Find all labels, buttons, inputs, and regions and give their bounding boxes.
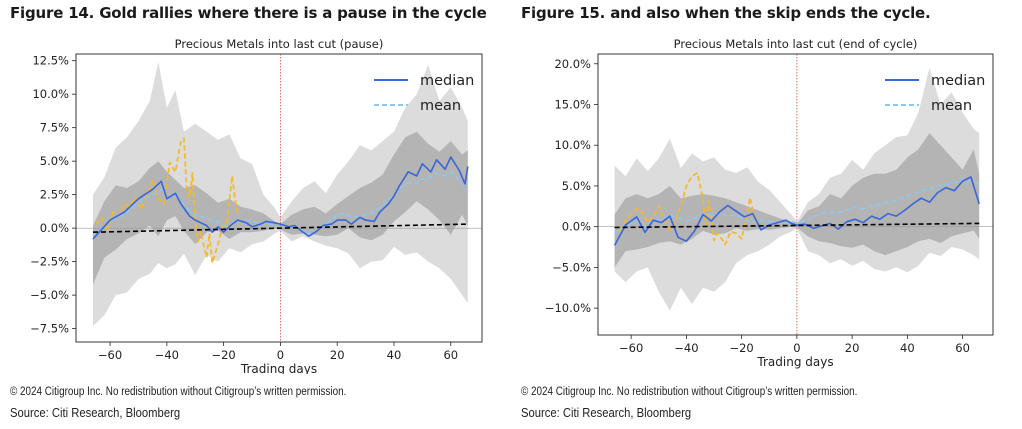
legend-median-label: median (931, 73, 985, 89)
x-tick-label: 20 (330, 348, 345, 362)
legend-mean-label: mean (420, 98, 461, 114)
y-tick-label: −5.0% (30, 288, 69, 302)
y-tick-label: 5.0% (40, 154, 69, 168)
x-tick-label: −40 (155, 348, 179, 362)
outer-range-band (93, 62, 468, 326)
copyright-notice: © 2024 Citigroup Inc. No redistribution … (10, 386, 347, 398)
chart-end-of-cycle: Precious Metals into last cut (end of cy… (545, 37, 994, 369)
y-tick-label: 10.0% (32, 87, 69, 101)
source-note: Source: Citi Research, Bloomberg (521, 406, 692, 420)
y-tick-label: 5.0% (562, 179, 591, 193)
plot-area (76, 54, 482, 342)
y-tick-label: 15.0% (554, 97, 591, 111)
plot-frame (597, 53, 994, 336)
legend-mean-label: mean (931, 98, 972, 114)
y-tick-label: 7.5% (40, 121, 69, 135)
y-tick-label: −7.5% (30, 322, 69, 336)
x-tick-label: −20 (211, 348, 235, 362)
x-tick-label: 60 (955, 341, 970, 355)
figure-14-panel: Figure 14. Gold rallies where there is a… (0, 0, 500, 429)
y-tick-label: −2.5% (30, 255, 69, 269)
x-axis-label: Trading days (240, 362, 317, 374)
chart-pause: Precious Metals into last cut (pause) −7.… (30, 37, 483, 374)
y-tick-label: −5.0% (552, 260, 591, 274)
x-tick-label: 20 (845, 341, 860, 355)
y-tick-label: −10.0% (545, 301, 591, 315)
mean-series-line (92, 171, 469, 236)
x-tick-label: −40 (674, 341, 698, 355)
x-tick-label: 60 (443, 348, 458, 362)
figure-15-panel: Figure 15. and also when the skip ends t… (511, 0, 1011, 429)
plot-frame (75, 53, 483, 343)
x-tick-label: 40 (387, 348, 402, 362)
highlight-series-line (95, 137, 239, 264)
inner-range-band (93, 131, 468, 285)
y-tick-label: 0.0% (40, 221, 69, 235)
legend-median-label: median (420, 73, 474, 89)
x-tick-label: −60 (619, 341, 643, 355)
highlight-series-line (619, 172, 757, 246)
median-series-line (92, 156, 469, 240)
y-tick-label: 10.0% (554, 138, 591, 152)
source-note: Source: Citi Research, Bloomberg (10, 406, 181, 420)
plot-area (598, 54, 993, 335)
trend-line (614, 222, 980, 229)
inner-range-band (614, 133, 980, 268)
x-tick-label: 0 (793, 341, 800, 355)
y-tick-label: 2.5% (40, 188, 69, 202)
chart-title: Precious Metals into last cut (pause) (175, 37, 384, 51)
y-tick-label: 0.0% (562, 220, 591, 234)
copyright-notice: © 2024 Citigroup Inc. No redistribution … (521, 386, 858, 398)
x-tick-label: −60 (98, 348, 122, 362)
median-series-line (613, 176, 980, 246)
x-tick-label: −20 (729, 341, 753, 355)
x-axis-label: Trading days (756, 355, 833, 369)
x-tick-label: 0 (277, 348, 284, 362)
mean-series-line (614, 178, 980, 234)
x-tick-label: 40 (900, 341, 915, 355)
figure-title: Figure 15. and also when the skip ends t… (521, 4, 931, 22)
figure-title: Figure 14. Gold rallies where there is a… (10, 4, 487, 22)
trend-line (92, 223, 468, 233)
y-tick-label: 12.5% (32, 54, 69, 68)
y-tick-label: 20.0% (554, 57, 591, 71)
chart-title: Precious Metals into last cut (end of cy… (674, 37, 918, 51)
